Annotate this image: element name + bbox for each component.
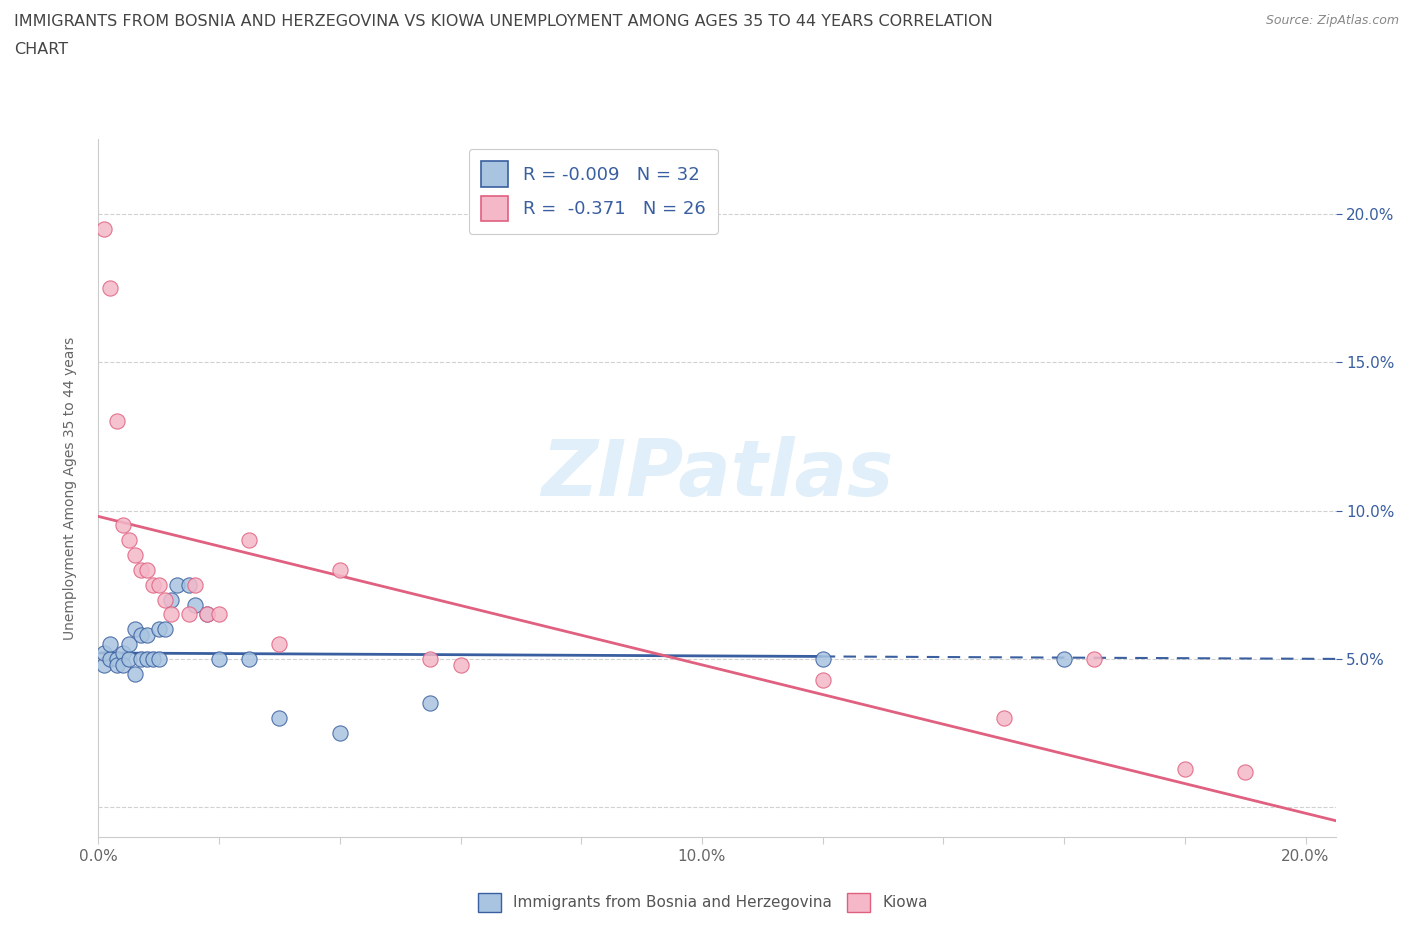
Point (160, 592, 183, 607)
Point (124, 666, 146, 681)
Point (177, 578, 200, 592)
Point (208, 607, 231, 622)
Point (811, 672, 834, 687)
Legend: Immigrants from Bosnia and Herzegovina, Kiowa: Immigrants from Bosnia and Herzegovina, … (472, 887, 934, 918)
Point (269, 711, 291, 725)
Point (100, 637, 122, 652)
Point (117, 637, 139, 652)
Point (148, 622, 170, 637)
Point (100, 281, 122, 296)
Point (111, 518, 134, 533)
Point (811, 652, 834, 667)
Point (329, 563, 352, 578)
Point (129, 628, 152, 643)
Point (269, 637, 291, 652)
Point (419, 696, 441, 711)
Point (93, 221, 115, 236)
Point (450, 658, 472, 672)
Point (105, 658, 128, 672)
Point (1174, 762, 1197, 777)
Point (238, 533, 260, 548)
Point (195, 607, 218, 622)
Point (1234, 764, 1257, 779)
Point (148, 578, 170, 592)
Point (153, 622, 176, 637)
Point (153, 592, 176, 607)
Point (166, 578, 188, 592)
Point (129, 563, 152, 578)
Text: Source: ZipAtlas.com: Source: ZipAtlas.com (1265, 14, 1399, 27)
Text: ZIPatlas: ZIPatlas (541, 436, 893, 512)
Point (142, 578, 165, 592)
Point (135, 563, 157, 578)
Point (124, 548, 146, 563)
Point (993, 711, 1015, 725)
Point (105, 652, 128, 667)
Point (124, 622, 146, 637)
Text: CHART: CHART (14, 42, 67, 57)
Point (419, 652, 441, 667)
Point (135, 628, 157, 643)
Point (93, 658, 115, 672)
Point (93, 645, 115, 660)
Y-axis label: Unemployment Among Ages 35 to 44 years: Unemployment Among Ages 35 to 44 years (63, 337, 77, 640)
Point (208, 652, 231, 667)
Point (1053, 652, 1076, 667)
Point (184, 578, 207, 592)
Point (111, 658, 134, 672)
Point (135, 652, 157, 667)
Point (111, 645, 134, 660)
Point (1083, 652, 1105, 667)
Point (329, 725, 352, 740)
Point (105, 414, 128, 429)
Point (117, 533, 139, 548)
Point (148, 652, 170, 667)
Legend: R = -0.009   N = 32, R =  -0.371   N = 26: R = -0.009 N = 32, R = -0.371 N = 26 (468, 149, 718, 234)
Point (100, 652, 122, 667)
Point (195, 607, 218, 622)
Point (184, 598, 207, 613)
Point (238, 652, 260, 667)
Point (129, 652, 152, 667)
Point (117, 652, 139, 667)
Point (177, 607, 200, 622)
Text: IMMIGRANTS FROM BOSNIA AND HERZEGOVINA VS KIOWA UNEMPLOYMENT AMONG AGES 35 TO 44: IMMIGRANTS FROM BOSNIA AND HERZEGOVINA V… (14, 14, 993, 29)
Point (160, 607, 183, 622)
Point (142, 652, 165, 667)
